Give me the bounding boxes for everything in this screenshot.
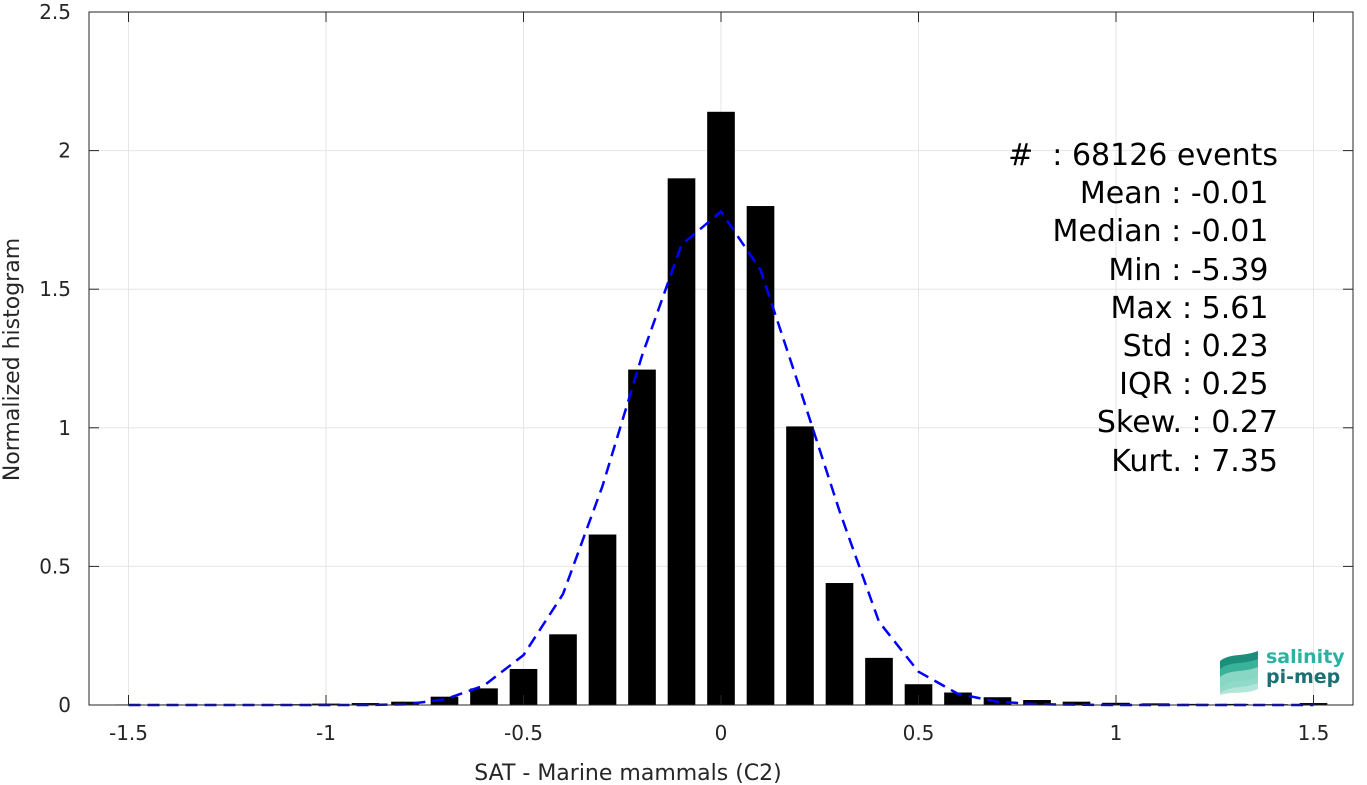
y-tick-label: 0.5 [39,554,71,578]
stat-std: Std : 0.23 [1122,329,1278,365]
axis-ticks: -1.5 -1 -0.5 0 0.5 1 1.5 0 0.5 1 1.5 2 2.5 [39,0,1353,745]
histogram-bar [1062,701,1091,705]
histogram-bar [470,688,498,705]
stat-skew: Skew. : 0.27 [1096,405,1278,441]
histogram-bar [786,426,814,705]
stat-events: # : 68126 events [1008,138,1278,173]
y-axis-label: Normalized histogram [0,238,25,481]
waves-logo-icon [1220,651,1258,695]
salinity-pimep-logo: salinity pi-mep [1216,647,1346,695]
x-tick-label: -0.5 [504,721,543,745]
stat-max: Max : 5.61 [1110,290,1278,326]
x-tick-label: 1 [1110,721,1123,745]
x-axis-label: SAT - Marine mammals (C2) [474,761,782,785]
y-tick-label: 2.5 [39,0,71,24]
histogram-bar [430,696,459,705]
x-tick-label: 1.5 [1298,721,1330,745]
y-tick-label: 0 [58,693,71,717]
logo-line-2: pi-mep [1266,666,1341,688]
histogram-bar [746,206,775,706]
x-tick-label: 0 [715,721,728,745]
logo-line-1: salinity [1266,646,1345,668]
histogram-bar [904,684,933,705]
x-tick-label: 0.5 [903,721,935,745]
x-tick-label: -1 [316,721,336,745]
stat-iqr: IQR : 0.25 [1119,367,1278,403]
x-tick-label: -1.5 [109,721,148,745]
histogram-bar [628,369,656,705]
histogram-bars [114,111,1328,706]
histogram-bar [1181,703,1209,705]
stat-min: Min : -5.39 [1108,252,1278,288]
y-tick-label: 1.5 [39,277,71,301]
stat-kurt: Kurt. : 7.35 [1111,443,1278,479]
histogram-bar [944,692,972,705]
statistics-box: # : 68126 events Mean : -0.01 Median : -… [1008,137,1278,481]
histogram-bar [825,583,854,705]
y-tick-label: 1 [58,416,71,440]
histogram-bar [588,534,617,705]
stat-mean: Mean : -0.01 [1079,176,1278,212]
histogram-bar [1141,703,1170,705]
histogram-bar [1023,700,1051,705]
y-tick-label: 2 [58,139,71,163]
histogram-bar [865,657,893,705]
histogram-bar [707,111,735,706]
stat-median: Median : -0.01 [1052,214,1278,250]
histogram-bar [667,178,696,705]
histogram-bar [549,634,577,705]
